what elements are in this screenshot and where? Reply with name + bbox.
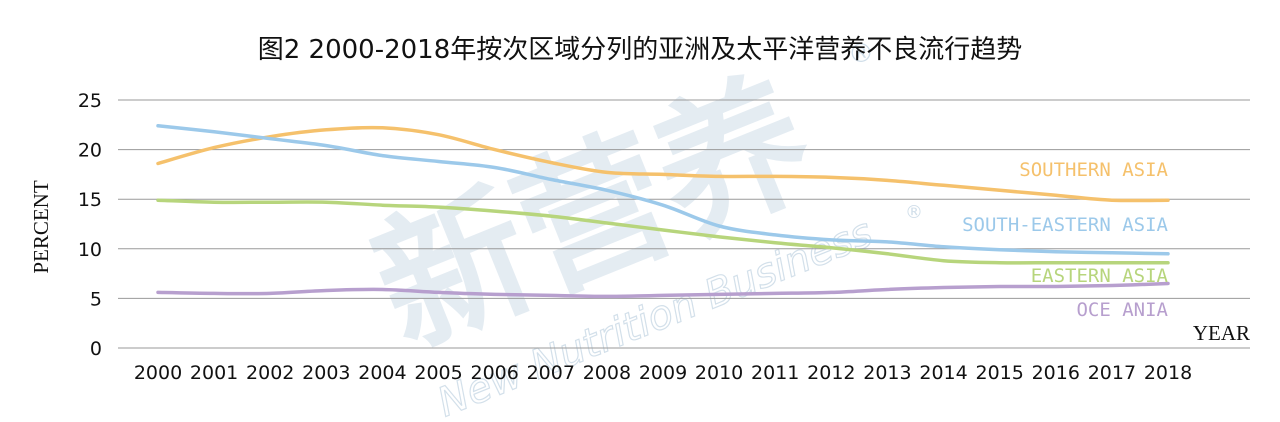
watermark-registered-mark-small: ® — [905, 202, 923, 223]
x-tick-label: 2003 — [302, 362, 350, 384]
x-tick-label: 2010 — [695, 362, 743, 384]
x-tick-label: 2005 — [414, 362, 462, 384]
series-lines — [156, 124, 1170, 299]
y-axis-title: PERCENT — [29, 180, 53, 274]
y-tick-label: 15 — [78, 189, 102, 211]
y-tick-label: 10 — [78, 239, 102, 261]
x-tick-label: 2016 — [1032, 362, 1080, 384]
series-line-eastern-asia — [156, 198, 1170, 265]
x-tick-label: 2013 — [863, 362, 911, 384]
gridlines — [118, 99, 1250, 349]
x-tick-label: 2017 — [1088, 362, 1136, 384]
series-labels: SOUTHERN ASIA SOUTH-EASTERN ASIA EASTERN A… — [962, 159, 1168, 321]
x-tick-label: 2008 — [583, 362, 631, 384]
y-axis-ticks: 0 5 10 15 20 25 — [78, 90, 102, 360]
x-tick-label: 2014 — [919, 362, 967, 384]
series-line-southern-asia — [156, 125, 1170, 203]
series-label: SOUTH-EASTERN ASIA — [962, 214, 1168, 236]
watermark-registered-mark: ® — [848, 39, 874, 69]
y-tick-label: 25 — [78, 90, 102, 112]
y-tick-label: 5 — [90, 288, 102, 310]
series-label: EASTERN ASIA — [1031, 265, 1169, 287]
series-line-south-eastern-asia — [156, 124, 1170, 256]
x-tick-label: 2000 — [134, 362, 182, 384]
x-tick-label: 2007 — [527, 362, 575, 384]
x-tick-label: 2006 — [470, 362, 518, 384]
series-label: OCE ANIA — [1076, 299, 1168, 321]
series-line-oce-ania — [156, 281, 1170, 299]
series-label: SOUTHERN ASIA — [1019, 159, 1168, 181]
x-tick-label: 2012 — [807, 362, 855, 384]
x-tick-label: 2009 — [639, 362, 687, 384]
chart-title: 图2 2000-2018年按次区域分列的亚洲及太平洋营养不良流行趋势 — [258, 35, 1023, 65]
x-tick-label: 2011 — [751, 362, 799, 384]
x-tick-label: 2015 — [975, 362, 1023, 384]
y-tick-label: 20 — [78, 140, 102, 162]
x-axis-ticks: 2000 2001 2002 2003 2004 2005 2006 2007 2008 2009… — [134, 362, 1192, 384]
x-tick-label: 2002 — [246, 362, 294, 384]
x-tick-label: 2018 — [1144, 362, 1192, 384]
x-axis-title: YEAR — [1193, 321, 1250, 345]
y-tick-label: 0 — [90, 338, 102, 360]
x-tick-label: 2004 — [358, 362, 406, 384]
x-tick-label: 2001 — [190, 362, 238, 384]
